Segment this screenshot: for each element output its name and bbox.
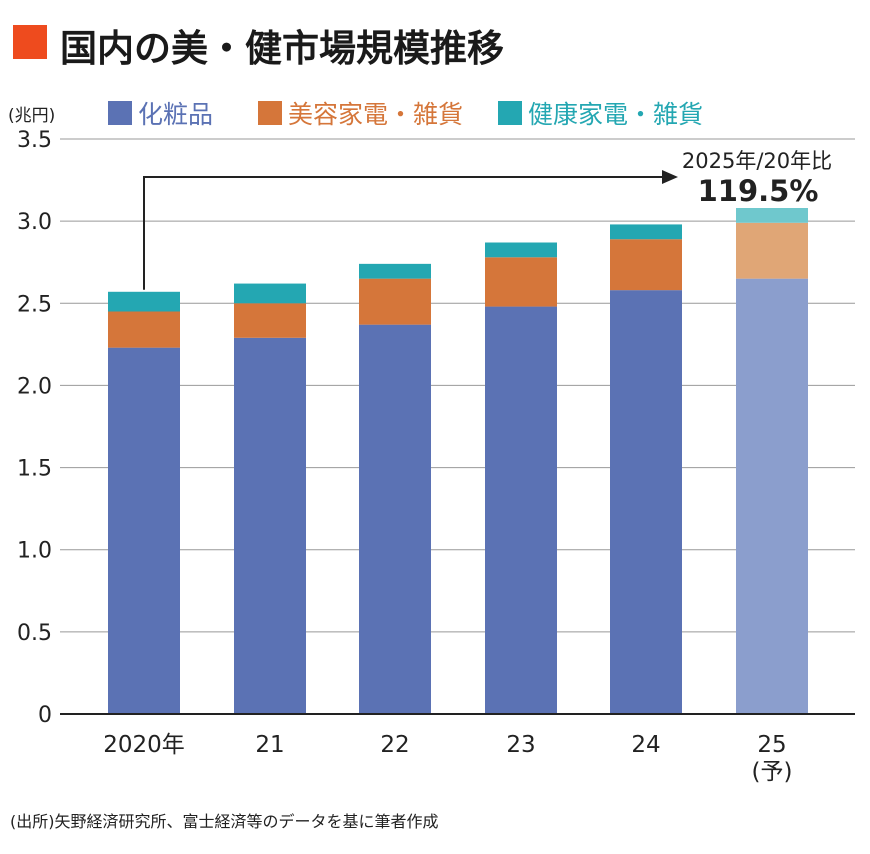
annotation-value: 119.5%	[698, 174, 819, 208]
bar-segment-beauty-appliances	[610, 239, 682, 291]
bar-segment-health-appliances	[610, 224, 682, 240]
x-tick-note: (予)	[752, 759, 793, 785]
legend-swatch-beauty-appliances	[258, 101, 282, 125]
legend-item-cosmetics: 化粧品	[108, 96, 213, 130]
x-tick-label: 2020年	[103, 732, 185, 758]
chart-title: 国内の美・健市場規模推移	[60, 27, 504, 70]
bar-segment-cosmetics	[108, 347, 180, 714]
y-tick-label: 2.5	[17, 292, 52, 317]
y-tick-label: 2.0	[17, 374, 52, 399]
bar-segment-cosmetics	[736, 278, 808, 714]
bar-segment-cosmetics	[359, 324, 431, 714]
annotation-arrowhead	[662, 170, 678, 184]
legend-label-beauty-appliances: 美容家電・雑貨	[288, 100, 464, 129]
bar-segment-beauty-appliances	[485, 257, 557, 307]
bar-segment-cosmetics	[485, 306, 557, 714]
annotation-arrow-line	[143, 176, 664, 290]
y-tick-label: 1.5	[17, 457, 52, 482]
y-tick-label: 0.5	[17, 621, 52, 646]
legend-item-beauty-appliances: 美容家電・雑貨	[258, 96, 463, 130]
bar-segment-beauty-appliances	[359, 278, 431, 325]
source-note: (出所)矢野経済研究所、富士経済等のデータを基に筆者作成	[10, 812, 439, 831]
bar-segment-health-appliances	[359, 263, 431, 279]
x-tick-label: 23	[506, 732, 535, 758]
x-tick-label: 21	[255, 732, 284, 758]
bar-segment-cosmetics	[610, 290, 682, 714]
x-tick-label: 22	[380, 732, 409, 758]
bar-segment-health-appliances	[485, 242, 557, 258]
bar-segment-cosmetics	[234, 337, 306, 714]
legend-label-cosmetics: 化粧品	[138, 100, 214, 129]
bar-segment-health-appliances	[736, 208, 808, 223]
bar-segment-beauty-appliances	[736, 222, 808, 279]
legend-label-health-appliances: 健康家電・雑貨	[528, 100, 704, 129]
stacked-bar-chart: 0 0.5 1.0 1.5 2.0 2.5 3.0 3.5 2020年 21 22 23 24 25(予)…	[17, 128, 855, 785]
y-tick-label: 3.0	[17, 210, 52, 235]
annotation-label: 2025年/20年比	[682, 149, 832, 173]
y-tick-label: 3.5	[17, 128, 52, 153]
legend-swatch-health-appliances	[498, 101, 522, 125]
x-tick-label: 25	[757, 732, 786, 758]
bar-segment-health-appliances	[234, 283, 306, 304]
y-tick-label: 0	[38, 703, 52, 728]
bar-segment-beauty-appliances	[234, 303, 306, 338]
legend-item-health-appliances: 健康家電・雑貨	[498, 96, 703, 130]
y-unit-label: (兆円)	[8, 106, 56, 126]
bar-segment-beauty-appliances	[108, 311, 180, 348]
legend-swatch-cosmetics	[108, 101, 132, 125]
title-marker	[13, 25, 47, 59]
bar-segment-health-appliances	[108, 291, 180, 312]
x-tick-label: 24	[631, 732, 660, 758]
y-tick-label: 1.0	[17, 539, 52, 564]
